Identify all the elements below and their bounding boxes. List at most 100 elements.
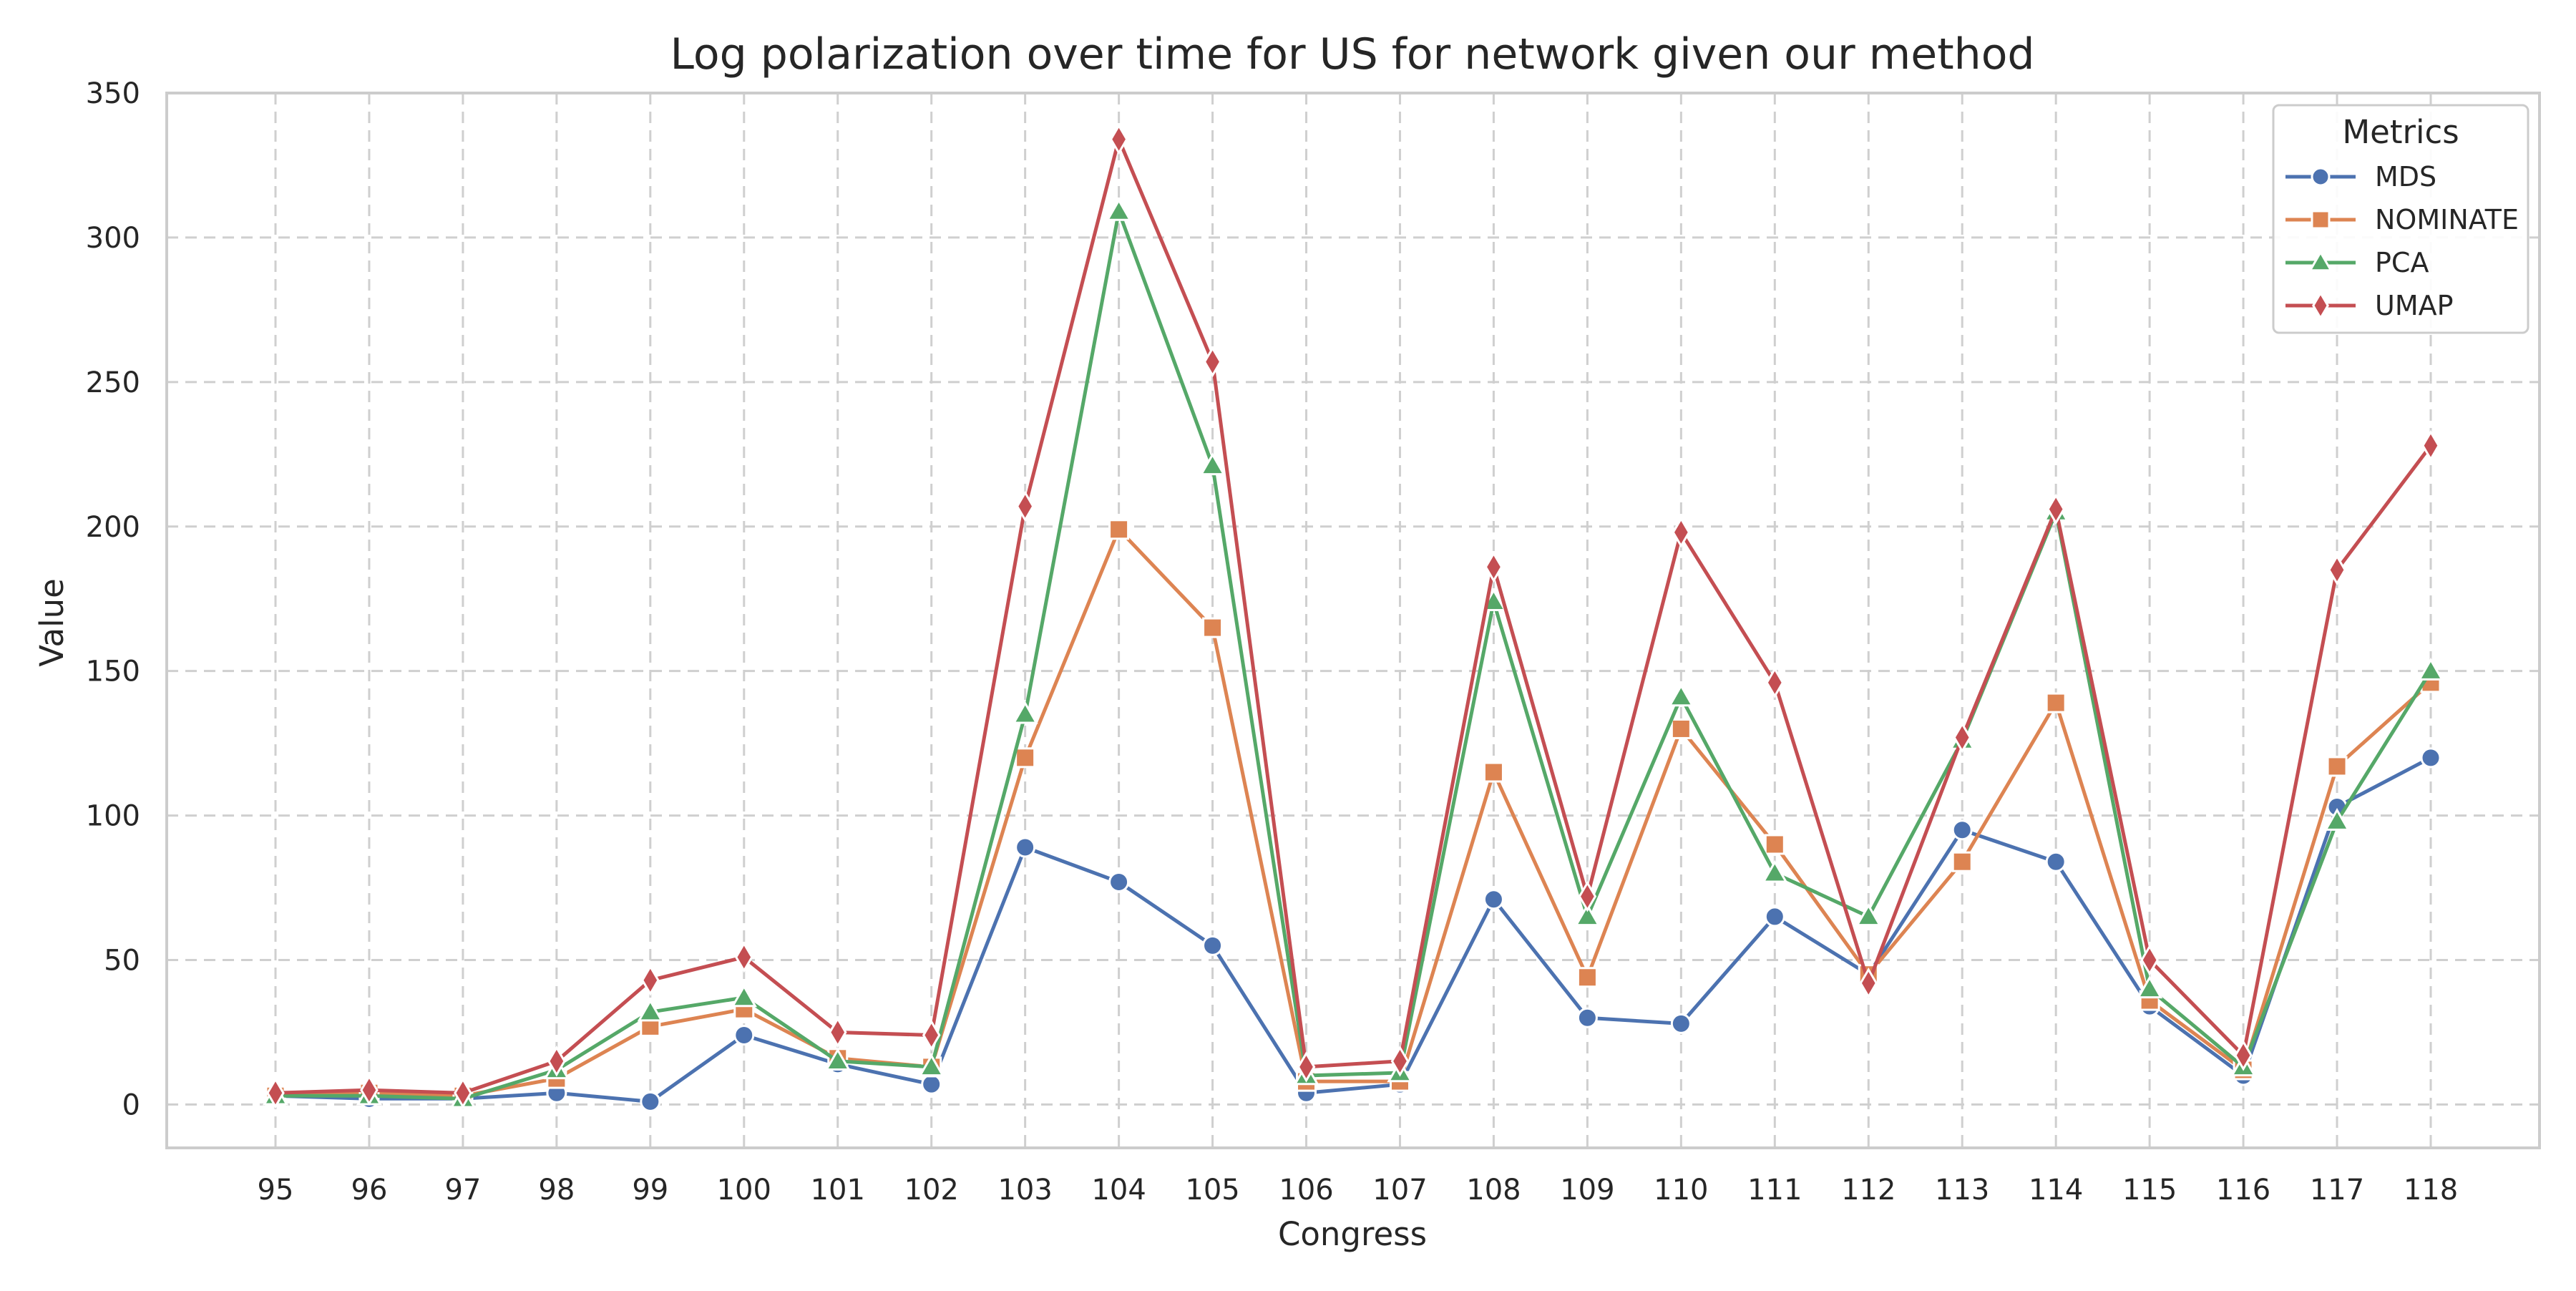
data-point-umap — [2421, 429, 2440, 462]
data-point-nominate — [1951, 851, 1973, 872]
data-point-mds — [1576, 1007, 1598, 1028]
data-point-pca — [1199, 452, 1226, 476]
y-axis-label: Value — [33, 578, 71, 667]
data-point-mds — [1670, 1013, 1692, 1034]
y-tick-label: 200 — [86, 511, 140, 544]
data-point-umap — [641, 964, 660, 996]
data-point-umap — [1578, 880, 1597, 912]
chart-title: Log polarization over time for US for ne… — [670, 29, 2035, 79]
data-point-pca — [1668, 683, 1694, 707]
data-point-mds — [1764, 906, 1785, 927]
data-point-mds — [921, 1073, 942, 1095]
data-point-pca — [2417, 658, 2444, 681]
data-point-nominate — [2326, 756, 2348, 777]
legend-label-nominate: NOMINATE — [2375, 204, 2519, 235]
x-tick-label: 108 — [1466, 1174, 1521, 1207]
y-tick-label: 100 — [86, 800, 140, 833]
data-point-mds — [733, 1025, 755, 1046]
y-tick-label: 50 — [104, 945, 140, 978]
data-point-mds — [1483, 889, 1504, 910]
data-point-nominate — [1576, 967, 1598, 988]
legend-item-pca: PCA — [2285, 247, 2429, 278]
x-tick-label: 99 — [632, 1174, 668, 1207]
x-tick-label: 104 — [1091, 1174, 1146, 1207]
legend-marker-nominate — [2311, 210, 2331, 230]
series-pca — [262, 198, 2444, 1109]
legend-item-mds: MDS — [2285, 161, 2436, 193]
data-point-umap — [1672, 517, 1691, 548]
series-umap — [266, 123, 2440, 1109]
x-tick-label: 97 — [444, 1174, 481, 1207]
x-tick-label: 114 — [2029, 1174, 2083, 1207]
x-tick-label: 115 — [2122, 1174, 2177, 1207]
x-tick-label: 98 — [538, 1174, 575, 1207]
data-point-mds — [2420, 747, 2441, 769]
data-point-nominate — [1015, 747, 1036, 769]
data-point-umap — [1203, 346, 1222, 378]
x-tick-label: 116 — [2216, 1174, 2270, 1207]
data-point-umap — [734, 941, 753, 973]
y-tick-label: 150 — [86, 656, 140, 688]
x-tick-label: 100 — [717, 1174, 771, 1207]
data-point-umap — [922, 1019, 941, 1051]
ticks: 95 96 97 98 99 100 101 102 103 104 105 106 107 108 109… — [86, 77, 2459, 1207]
data-point-mds — [640, 1091, 661, 1112]
data-point-pca — [1762, 859, 1788, 883]
x-tick-label: 113 — [1935, 1174, 1989, 1207]
y-tick-label: 0 — [122, 1088, 140, 1121]
x-tick-label: 112 — [1841, 1174, 1896, 1207]
series-line-umap — [273, 137, 2433, 1095]
y-tick-label: 250 — [86, 366, 140, 399]
legend-label-mds: MDS — [2375, 161, 2436, 193]
x-tick-label: 103 — [997, 1174, 1052, 1207]
data-point-umap — [2046, 493, 2065, 525]
data-point-umap — [1109, 123, 1128, 155]
legend-item-nominate: NOMINATE — [2285, 204, 2519, 235]
data-point-mds — [2045, 851, 2067, 872]
x-tick-label: 109 — [1560, 1174, 1614, 1207]
legend-box — [2272, 104, 2529, 334]
x-tick-label: 110 — [1654, 1174, 1708, 1207]
data-point-umap — [1015, 490, 1035, 522]
data-point-pca — [637, 998, 664, 1022]
data-point-umap — [547, 1046, 566, 1077]
y-tick-label: 300 — [86, 222, 140, 255]
data-point-umap — [360, 1074, 379, 1106]
data-point-nominate — [1670, 718, 1692, 739]
x-tick-label: 118 — [2404, 1174, 2458, 1207]
data-point-nominate — [1108, 519, 1130, 540]
x-tick-label: 111 — [1747, 1174, 1802, 1207]
legend-item-umap: UMAP — [2285, 290, 2454, 321]
data-point-umap — [2140, 944, 2159, 976]
data-point-umap — [1297, 1051, 1316, 1083]
x-tick-label: 105 — [1185, 1174, 1239, 1207]
legend-marker-umap — [2312, 291, 2329, 321]
x-tick-label: 106 — [1279, 1174, 1333, 1207]
x-tick-label: 101 — [811, 1174, 865, 1207]
x-tick-label: 96 — [351, 1174, 388, 1207]
data-point-mds — [1951, 819, 1973, 841]
legend-marker-mds — [2311, 167, 2331, 187]
series-line-mds — [273, 756, 2433, 1104]
data-point-mds — [1015, 837, 1036, 858]
x-tick-label: 107 — [1372, 1174, 1427, 1207]
series-line-pca — [273, 210, 2433, 1101]
legend-title: Metrics — [2342, 113, 2459, 151]
x-tick-label: 95 — [258, 1174, 294, 1207]
grid — [167, 92, 2540, 1148]
data-point-pca — [1855, 903, 1882, 927]
data-point-pca — [1012, 701, 1038, 724]
data-point-mds — [1108, 871, 1130, 892]
data-point-nominate — [2045, 692, 2067, 713]
data-point-umap — [1484, 551, 1503, 583]
data-point-pca — [731, 984, 757, 1008]
legend: Metrics MDS NOMINATE PCA UMAP — [2272, 104, 2529, 334]
data-point-pca — [2136, 975, 2163, 999]
data-point-umap — [454, 1077, 472, 1109]
data-point-umap — [2328, 554, 2346, 586]
data-point-pca — [1574, 903, 1601, 927]
y-tick-label: 350 — [86, 77, 140, 110]
x-axis-label: Congress — [1278, 1215, 1427, 1253]
